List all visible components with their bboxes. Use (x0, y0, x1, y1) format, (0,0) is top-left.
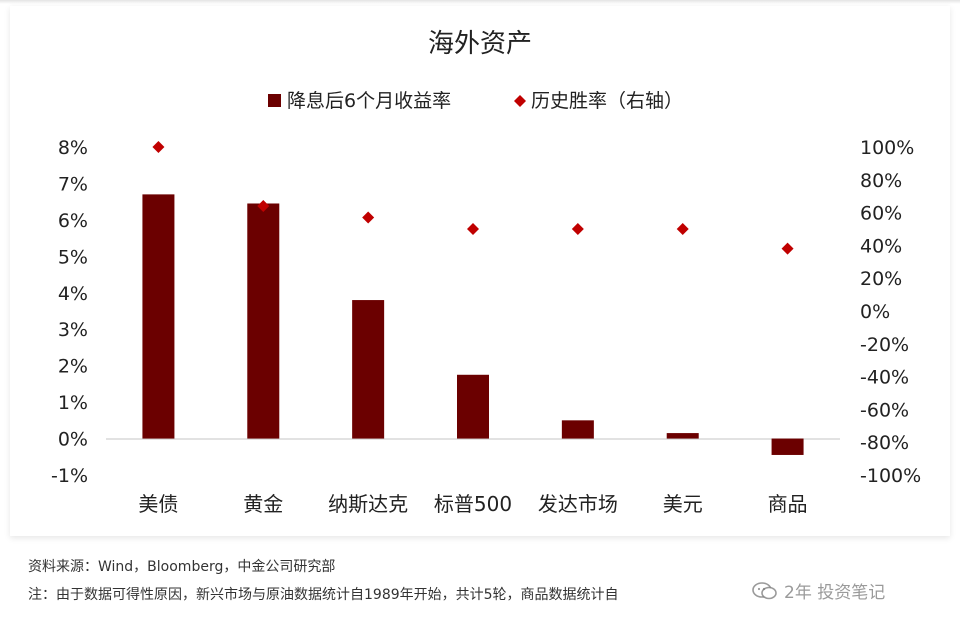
y-left-tick-label: 1% (58, 392, 88, 414)
y-left-tick-label: 3% (58, 319, 88, 341)
bar-7 (771, 438, 804, 455)
x-tick-label: 美债 (138, 492, 178, 516)
win-rate-marker-1 (152, 141, 165, 153)
chart-panel: 海外资产降息后6个月收益率 历史胜率（右轴） 8% 7% 6% 5% 4% 3% 2% 1% 0% -… (10, 6, 950, 536)
x-tick-label: 商品 (768, 492, 808, 516)
y-right-tick-label: -100% (860, 465, 921, 487)
y-right-tick-label: -20% (860, 334, 909, 356)
wechat-icon (752, 581, 778, 601)
y-left-tick-label: 5% (58, 246, 88, 268)
legend-marker-dot (514, 95, 526, 107)
bar-2 (247, 203, 280, 439)
win-rate-marker-6 (676, 223, 689, 235)
win-rate-marker-7 (781, 242, 794, 255)
y-right-tick-label: 80% (860, 170, 902, 192)
top-divider (0, 0, 960, 4)
legend-label-bar: 降息后6个月收益率 (287, 90, 451, 112)
bar-1 (142, 194, 175, 439)
win-rate-marker-4 (467, 223, 479, 235)
bar-4 (457, 374, 489, 439)
x-tick-label: 发达市场 (538, 492, 618, 516)
y-left-tick-label: 8% (58, 137, 88, 159)
y-right-tick-label: 100% (860, 137, 914, 159)
y-left-tick-label: 0% (58, 429, 88, 451)
legend-swatch-bar (268, 94, 281, 107)
x-tick-label: 纳斯达克 (328, 492, 408, 516)
y-left-tick-label: 2% (58, 356, 88, 378)
bar-5 (561, 420, 594, 439)
y-right-tick-label: -60% (860, 399, 909, 421)
y-right-tick-label: -40% (860, 367, 909, 389)
watermark-text: 2年 投资笔记 (784, 583, 886, 603)
y-right-tick-label: 0% (860, 301, 890, 323)
y-right-tick-label: 40% (860, 235, 902, 257)
y-left-tick-label: 7% (58, 173, 88, 195)
win-rate-marker-2 (257, 200, 270, 213)
y-right-tick-label: -80% (860, 432, 909, 454)
chart-title: 海外资产 (428, 29, 532, 59)
y-left-tick-label: -1% (51, 465, 88, 487)
legend-label-dot: 历史胜率（右轴） (531, 90, 683, 112)
bar-3 (352, 300, 385, 439)
y-right-tick-label: 20% (860, 268, 902, 290)
source-text: 资料来源：Wind，Bloomberg，中金公司研究部 (28, 559, 336, 575)
x-tick-label: 标普500 (434, 492, 512, 516)
win-rate-marker-3 (362, 211, 375, 224)
watermark: 2年 投资笔记 (752, 578, 885, 603)
x-tick-label: 美元 (663, 492, 703, 516)
bar-6 (666, 433, 699, 439)
y-left-tick-label: 6% (58, 210, 88, 232)
y-left-tick-label: 4% (58, 283, 88, 305)
win-rate-marker-5 (571, 223, 584, 235)
x-tick-label: 黄金 (243, 492, 283, 516)
y-right-tick-label: 60% (860, 203, 902, 225)
note-text: 注：由于数据可得性原因，新兴市场与原油数据统计自1989年开始，共计5轮，商品数… (28, 587, 619, 603)
